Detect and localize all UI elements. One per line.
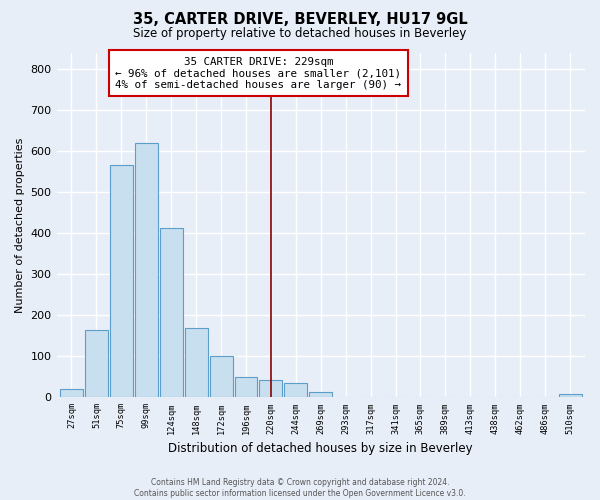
Text: Size of property relative to detached houses in Beverley: Size of property relative to detached ho… bbox=[133, 28, 467, 40]
Bar bbox=[310, 392, 332, 398]
Text: 35 CARTER DRIVE: 229sqm
← 96% of detached houses are smaller (2,101)
4% of semi-: 35 CARTER DRIVE: 229sqm ← 96% of detache… bbox=[115, 56, 401, 90]
Bar bbox=[235, 377, 257, 398]
Bar bbox=[135, 143, 158, 398]
Bar bbox=[60, 389, 83, 398]
Y-axis label: Number of detached properties: Number of detached properties bbox=[15, 137, 25, 312]
Bar bbox=[185, 328, 208, 398]
Bar bbox=[209, 356, 233, 398]
Text: Contains HM Land Registry data © Crown copyright and database right 2024.
Contai: Contains HM Land Registry data © Crown c… bbox=[134, 478, 466, 498]
X-axis label: Distribution of detached houses by size in Beverley: Distribution of detached houses by size … bbox=[169, 442, 473, 455]
Bar bbox=[160, 228, 182, 398]
Bar bbox=[284, 383, 307, 398]
Bar bbox=[259, 380, 283, 398]
Bar bbox=[559, 394, 581, 398]
Bar bbox=[85, 330, 108, 398]
Bar bbox=[110, 166, 133, 398]
Text: 35, CARTER DRIVE, BEVERLEY, HU17 9GL: 35, CARTER DRIVE, BEVERLEY, HU17 9GL bbox=[133, 12, 467, 28]
